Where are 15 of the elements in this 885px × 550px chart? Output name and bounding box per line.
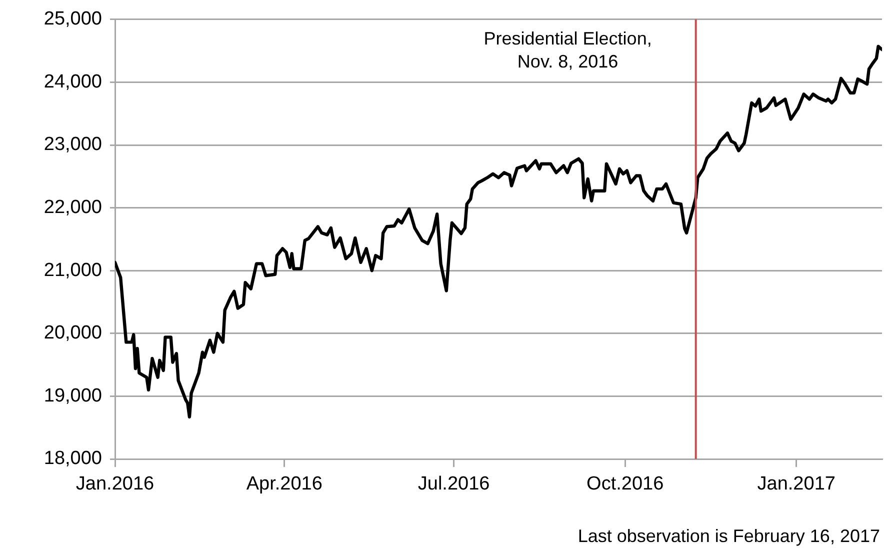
y-tick-label: 24,000 bbox=[44, 71, 102, 92]
y-tick-label: 19,000 bbox=[44, 385, 102, 406]
ref-line-label: Presidential Election, Nov. 8, 2016 bbox=[484, 28, 652, 72]
x-tick-label: Apr.2016 bbox=[246, 474, 322, 495]
y-tick-label: 23,000 bbox=[44, 134, 102, 156]
x-tick-label: Oct.2016 bbox=[586, 474, 664, 495]
x-tick-label: Jan.2017 bbox=[757, 474, 836, 495]
y-tick-label: 22,000 bbox=[44, 197, 102, 218]
y-tick-label: 20,000 bbox=[44, 322, 102, 344]
y-tick-label: 21,000 bbox=[44, 260, 102, 281]
x-tick-label: Jan.2016 bbox=[76, 474, 154, 495]
text: Last observation is February 16, 2017 bbox=[578, 526, 880, 546]
x-tick-label: Jul.2016 bbox=[418, 474, 490, 495]
y-tick-label: 18,000 bbox=[44, 448, 102, 470]
y-tick-label: 25,000 bbox=[44, 8, 102, 30]
